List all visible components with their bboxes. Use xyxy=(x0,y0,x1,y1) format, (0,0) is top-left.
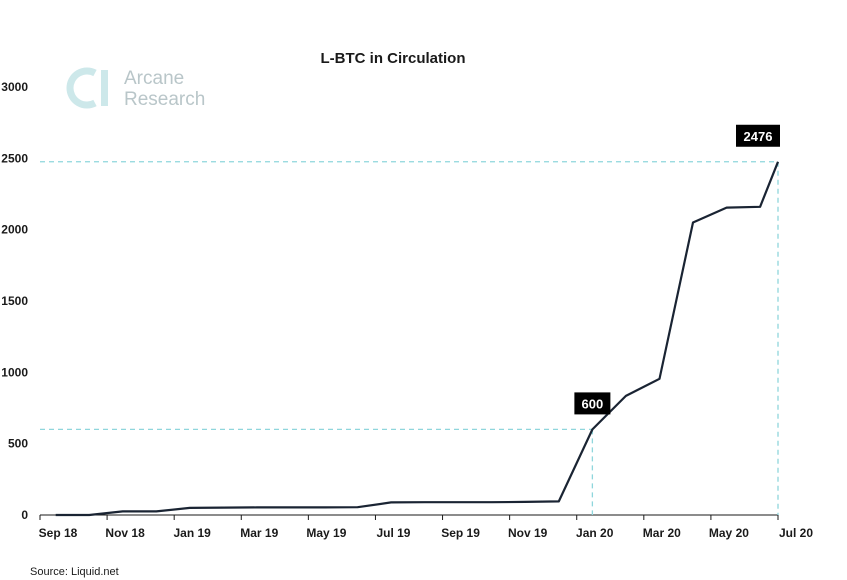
y-tick-label: 3000 xyxy=(1,80,28,94)
x-tick-label: May 19 xyxy=(306,526,346,540)
y-tick-label: 500 xyxy=(8,437,28,451)
source-note: Source: Liquid.net xyxy=(30,566,119,578)
x-tick-label: Jul 20 xyxy=(779,526,813,540)
y-tick-label: 1500 xyxy=(1,294,28,308)
annotation-label: 600 xyxy=(582,396,604,411)
x-tick-label: May 20 xyxy=(709,526,749,540)
annotations: 600 2476 xyxy=(574,124,780,415)
arcane-research-logo: Arcane Research xyxy=(66,67,205,110)
logo-text-line1: Arcane xyxy=(124,68,184,89)
x-tick-label: Jan 20 xyxy=(576,526,614,540)
y-tick-label: 0 xyxy=(21,508,28,522)
y-tick-label: 1000 xyxy=(1,365,28,379)
x-tick-label: Nov 18 xyxy=(105,526,145,540)
guide-lines xyxy=(40,161,779,515)
y-axis: 0 500 1000 1500 2000 2500 3000 xyxy=(1,80,28,522)
logo-mark-icon xyxy=(66,67,97,109)
series-line xyxy=(55,161,780,517)
chart-title: L-BTC in Circulation xyxy=(321,50,466,67)
x-axis: Sep 18 Nov 18 Jan 19 Mar 19 May 19 Jul 19 Sep … xyxy=(39,514,813,540)
x-tick-label: Jan 19 xyxy=(174,526,212,540)
annotation-label-box xyxy=(574,392,611,415)
x-tick-label: Nov 19 xyxy=(508,526,548,540)
x-tick-label: Jul 19 xyxy=(376,526,410,540)
x-tick-label: Mar 19 xyxy=(240,526,278,540)
x-tick-label: Sep 19 xyxy=(441,526,480,540)
logo-mark-bar-icon xyxy=(101,70,108,106)
y-tick-label: 2500 xyxy=(1,151,28,165)
series-layer xyxy=(55,161,780,517)
annotation-label: 2476 xyxy=(744,129,773,144)
y-tick-label: 2000 xyxy=(1,223,28,237)
annotation-label-box xyxy=(736,124,780,147)
x-tick-label: Mar 20 xyxy=(643,526,681,540)
logo-text-line2: Research xyxy=(124,89,205,110)
x-tick-label: Sep 18 xyxy=(39,526,78,540)
